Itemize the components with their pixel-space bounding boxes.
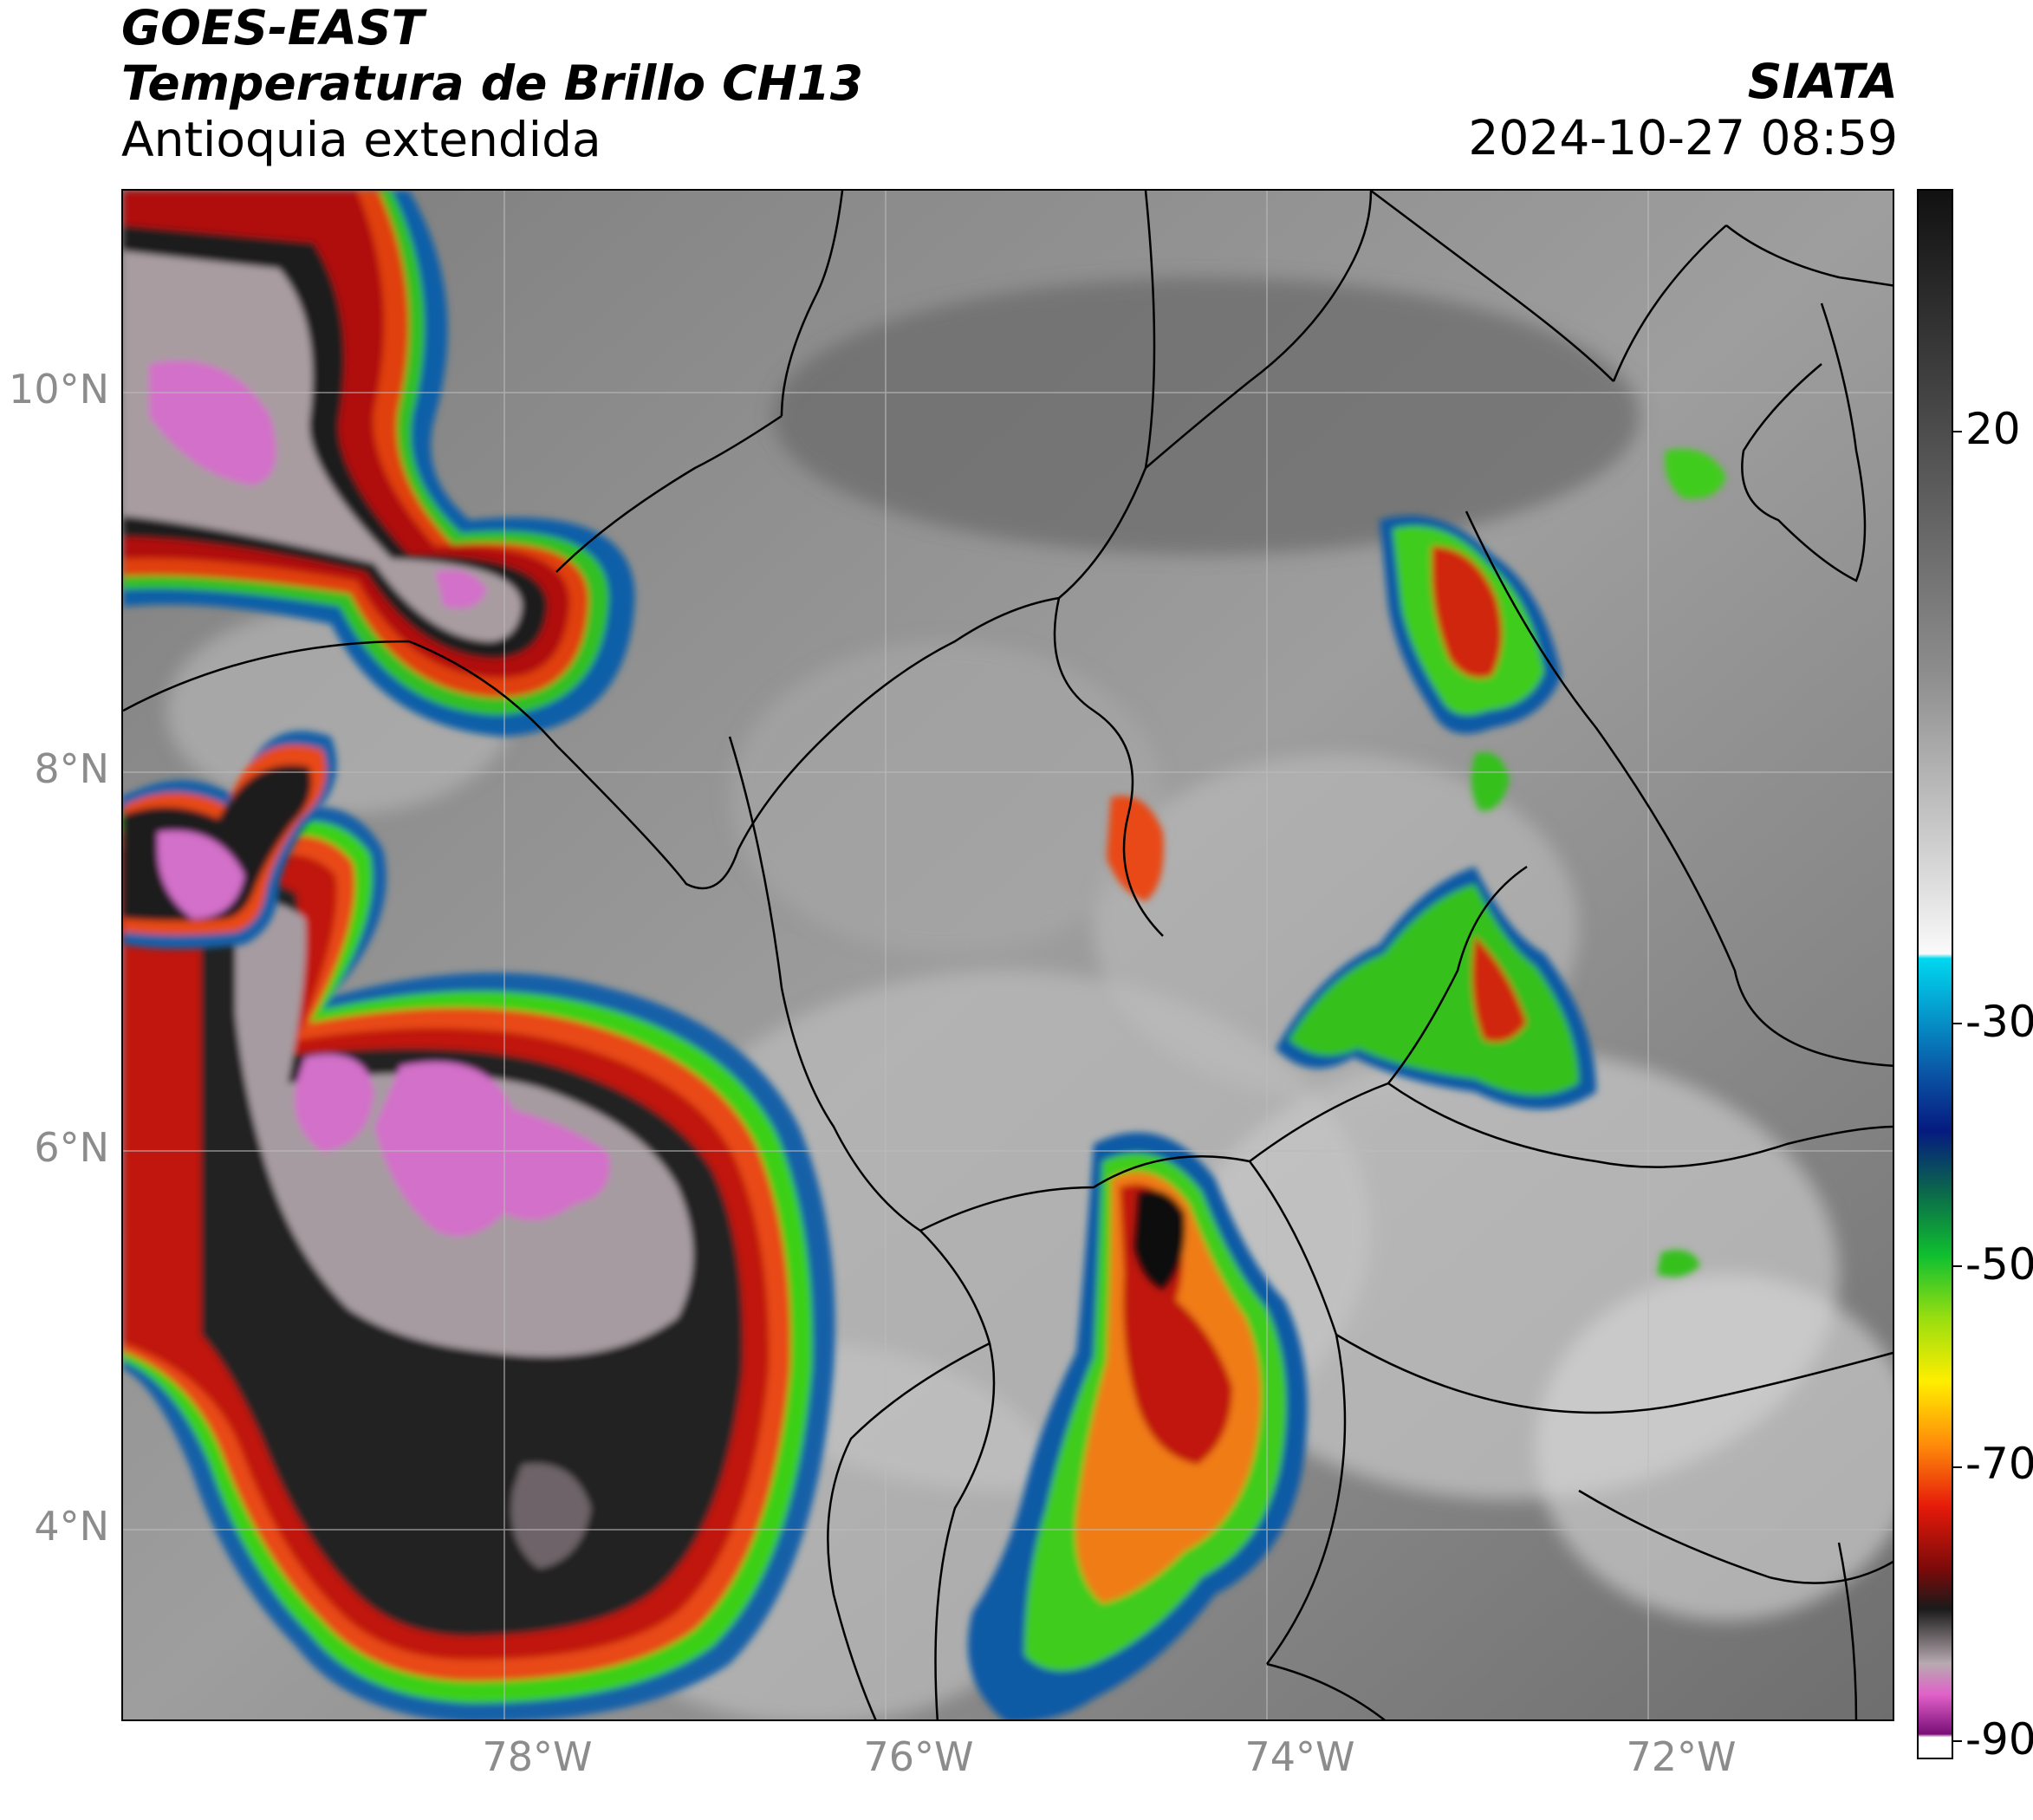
storm-central <box>968 1132 1308 1719</box>
colorbar-gradient <box>1919 191 1952 1758</box>
colorbar-tick-m90 <box>1953 1740 1962 1742</box>
colorbar-label-m90: -90 <box>1965 1714 2033 1765</box>
colorbar-label-m50: -50 <box>1965 1239 2033 1290</box>
colorbar-tick-m30 <box>1953 1023 1962 1024</box>
storm-small-center <box>1107 796 1700 1277</box>
colorbar-label-20: 20 <box>1965 404 2021 454</box>
colorbar-tick-m50 <box>1953 1265 1962 1267</box>
lon-label-78w: 78°W <box>482 1733 593 1780</box>
storm-northwest <box>123 191 635 737</box>
lat-label-8n: 8°N <box>34 745 109 792</box>
lat-label-10n: 10°N <box>9 366 109 413</box>
colorbar-tick-m70 <box>1953 1466 1962 1468</box>
datetime-label: 2024-10-27 08:59 <box>1468 110 1898 166</box>
region-subtitle: Antioquia extendida <box>121 112 601 167</box>
lon-label-76w: 76°W <box>863 1733 974 1780</box>
agency-label: SIATA <box>1747 54 1898 109</box>
storm-uraba <box>123 731 337 949</box>
lat-label-6n: 6°N <box>34 1124 109 1171</box>
administrative-borders <box>123 191 1893 1719</box>
satellite-map <box>121 189 1894 1721</box>
colorbar-tick-20 <box>1953 431 1962 432</box>
colorbar <box>1917 189 1953 1759</box>
storm-west <box>123 791 835 1719</box>
lon-label-72w: 72°W <box>1626 1733 1737 1780</box>
satellite-title: GOES-EAST <box>121 0 425 55</box>
storm-east-central <box>1276 867 1596 1109</box>
credit-block: SIATA 2024-10-27 08:59 <box>1468 54 1898 166</box>
colorbar-label-m70: -70 <box>1965 1439 2033 1489</box>
map-canvas <box>123 191 1893 1719</box>
title-block: GOES-EAST Temperatura de Brillo CH13 Ant… <box>121 0 863 168</box>
lat-label-4n: 4°N <box>34 1503 109 1550</box>
graticule <box>123 191 1893 1719</box>
colorbar-label-m30: -30 <box>1965 997 2033 1047</box>
storm-northeast <box>1380 449 1726 811</box>
product-title: Temperatura de Brillo CH13 <box>121 55 864 111</box>
lon-label-74w: 74°W <box>1244 1733 1355 1780</box>
